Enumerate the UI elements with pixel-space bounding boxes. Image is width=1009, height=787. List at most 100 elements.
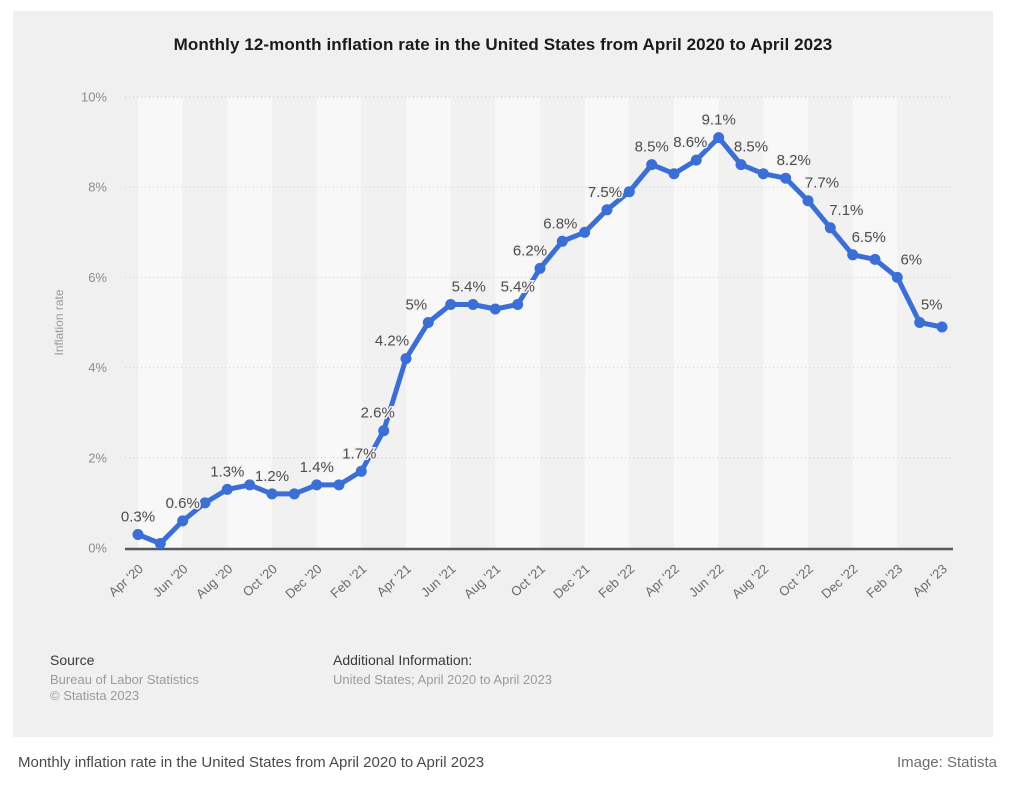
plot-stripes [138,97,942,548]
x-tick-label: Oct '22 [776,561,816,599]
data-point-label: 7.1% [829,202,863,219]
data-point [556,235,568,247]
data-point [154,538,166,549]
data-point [378,425,390,437]
data-point-label: 6.2% [513,242,547,259]
data-point [266,488,278,500]
x-tick-label: Aug '21 [461,561,504,601]
data-point [914,317,926,328]
data-point-label: 7.7% [805,175,839,192]
data-point [579,226,591,238]
data-point-label: 8.5% [635,139,669,156]
data-point [780,172,792,184]
x-tick-label: Feb '22 [595,561,637,601]
data-point [445,299,457,310]
data-point [132,529,144,540]
data-point-label: 1.2% [255,468,289,485]
additional-info-text: United States; April 2020 to April 2023 [333,672,552,687]
data-point [400,353,412,365]
x-tick-label: Feb '21 [327,561,369,601]
data-point [869,253,881,265]
y-tick-label: 4% [88,360,107,375]
x-tick-label: Jun '20 [150,561,191,600]
data-point [646,159,658,171]
data-point [333,479,345,491]
data-point-label: 6.5% [852,229,886,246]
data-point [512,299,524,310]
data-point [601,204,613,216]
x-tick-label: Dec '21 [550,561,592,601]
y-tick-label: 2% [88,450,107,465]
y-tick-label: 10% [81,90,107,105]
data-point-label: 8.5% [734,139,768,156]
data-point-label: 8.2% [777,152,811,169]
data-point [891,271,903,283]
data-point-label: 1.3% [210,463,244,480]
data-point [824,222,836,234]
x-tick-label: Dec '22 [818,561,860,601]
data-point-label: 4.2% [375,333,409,350]
data-point-label: 8.6% [673,134,707,151]
data-point [244,479,256,491]
data-point [713,132,725,144]
x-tick-label: Jun '22 [686,561,727,600]
data-point [422,317,434,328]
source-heading: Source [50,652,95,668]
y-tick-label: 6% [88,270,107,285]
data-point [668,168,680,180]
y-axis-tick-labels: 0% 2% 4% 6% 8% 10% [81,90,107,556]
x-tick-label: Aug '22 [729,561,772,601]
caption-text: Monthly inflation rate in the United Sta… [18,753,485,771]
x-tick-label: Apr '22 [642,561,682,599]
statista-copyright: © Statista 2023 [50,688,140,703]
data-point-label: 7.5% [588,184,622,201]
data-point-label: 5% [921,297,943,314]
data-point-label: 9.1% [702,112,736,129]
x-tick-label: Oct '20 [240,561,280,599]
y-axis-title: Inflation rate [52,289,66,355]
data-point [489,303,501,315]
x-axis-tick-labels: Apr '20 Jun '20 Aug '20 Oct '20 Dec '20 Feb '… [106,561,950,601]
caption-bar: Monthly inflation rate in the United Sta… [0,737,1009,787]
x-tick-label: Apr '23 [910,561,950,599]
chart-title: Monthly 12-month inflation rate in the U… [173,35,833,54]
x-tick-label: Feb '23 [863,561,905,601]
chart-card: Monthly 12-month inflation rate in the U… [13,11,993,737]
data-point-label: 0.6% [166,495,200,512]
data-point-label: 5.4% [501,279,535,296]
x-tick-label: Oct '21 [508,561,548,599]
data-point [690,154,702,166]
data-point [735,159,747,171]
data-point [199,497,211,509]
data-point [623,186,635,198]
data-point-label: 6.8% [543,215,577,232]
data-point [311,479,323,491]
data-point-label: 1.7% [342,445,376,462]
x-tick-label: Aug '20 [193,561,236,601]
data-point-label: 6% [900,251,922,268]
source-name: Bureau of Labor Statistics [50,672,199,687]
data-point [177,515,189,527]
source-block: Source Bureau of Labor Statistics © Stat… [50,652,199,704]
data-point [221,483,233,495]
x-tick-label: Apr '21 [374,561,414,599]
data-point [847,249,859,261]
data-point-label: 5% [405,297,427,314]
x-tick-label: Dec '20 [282,561,324,601]
data-point-label: 0.3% [121,509,155,526]
data-point-labels: 0.3% 0.6% 1.3% 1.2% 1.4% 1.7% 2.6% 4.2% 5% 5.4% 5.… [119,110,944,527]
y-tick-label: 0% [88,541,107,556]
data-point-label: 2.6% [361,405,395,422]
x-tick-label: Jun '21 [418,561,459,600]
data-point [355,465,367,477]
data-point [534,262,546,274]
data-point [802,195,814,207]
data-point [288,488,300,500]
data-points [132,132,948,549]
image-credit: Image: Statista [896,753,997,771]
data-point-label: 1.4% [300,459,334,476]
data-point [467,299,479,310]
data-point [936,321,948,333]
x-tick-label: Apr '20 [106,561,146,599]
